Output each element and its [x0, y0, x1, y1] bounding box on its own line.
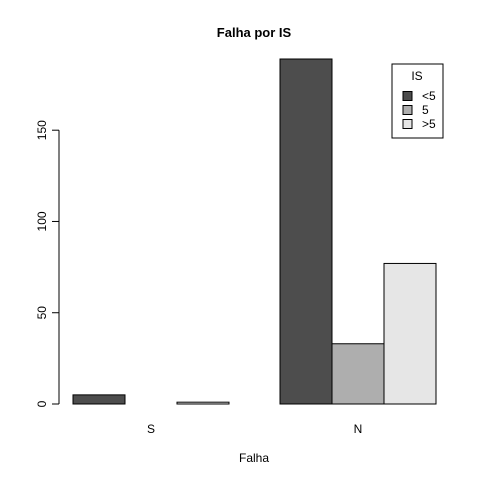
- y-tick-label: 50: [35, 306, 49, 320]
- x-axis-label: Falha: [239, 451, 269, 465]
- y-tick-label: 0: [35, 400, 49, 407]
- y-tick-label: 150: [35, 120, 49, 140]
- bar-N-series-2: [383, 262, 437, 405]
- chart-title: Falha por IS: [217, 25, 292, 40]
- x-tick-label-S: S: [147, 422, 155, 436]
- y-axis: 0 50 100 150: [35, 120, 60, 407]
- legend-label-0: <5: [422, 89, 436, 103]
- bar-N-series-0: [279, 58, 333, 405]
- legend-title: IS: [411, 69, 422, 83]
- legend-box: [391, 63, 444, 139]
- x-tick-label-N: N: [354, 422, 363, 436]
- bars-group: [72, 58, 437, 405]
- legend-label-1: 5: [422, 103, 429, 117]
- legend-label-2: >5: [422, 117, 436, 131]
- legend-swatch-0: [402, 91, 413, 101]
- bar-S-series-2: [176, 401, 230, 405]
- bar-S-series-0: [72, 394, 126, 405]
- y-tick-label: 100: [35, 211, 49, 231]
- bar-N-series-1: [331, 343, 385, 405]
- legend: IS<55>5: [391, 63, 444, 139]
- legend-swatch-2: [402, 119, 413, 129]
- legend-swatch-1: [402, 105, 413, 115]
